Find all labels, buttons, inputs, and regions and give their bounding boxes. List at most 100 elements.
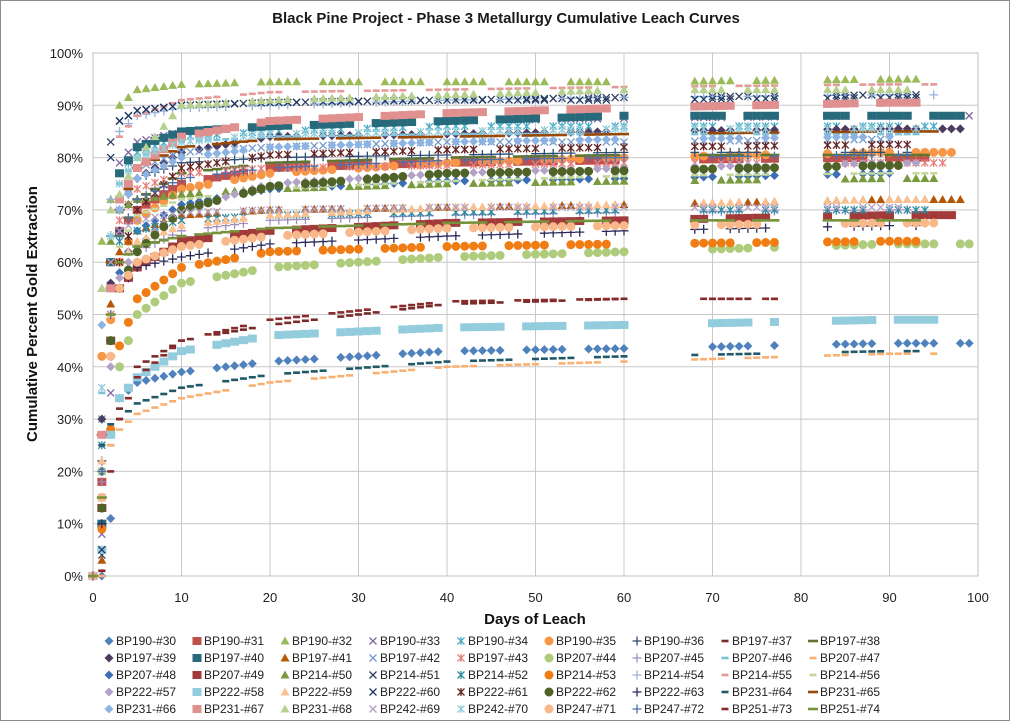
data-point [470,301,478,305]
data-point [840,174,850,183]
data-point [921,83,929,86]
data-point [318,237,328,247]
data-point [752,197,762,206]
data-point [211,231,222,235]
data-point [362,222,372,231]
data-point [584,203,593,212]
y-tick-label: 70% [57,203,83,218]
data-point [150,281,160,291]
legend-item: BP207-#45 [632,651,704,665]
data-point [301,370,309,374]
data-point [159,256,169,266]
data-point [708,85,717,94]
data-point [549,125,558,134]
data-point [212,169,222,179]
data-point [726,173,734,177]
legend-dash-icon [809,656,817,660]
data-point [397,222,408,226]
data-point [690,142,699,151]
data-point [602,175,610,178]
data-point [610,166,620,176]
data-point [326,225,337,228]
legend-item: BP214-#52 [457,668,528,682]
data-point [574,154,585,157]
legend-square-icon [192,688,202,696]
data-point [159,211,168,220]
data-point [468,134,479,138]
data-point [893,111,903,120]
data-point [708,102,717,111]
data-point [230,231,240,240]
data-point [274,205,283,214]
data-point [831,151,841,161]
data-point [583,133,594,136]
data-point [106,258,115,267]
data-point [212,256,222,266]
data-point [769,317,779,326]
data-point [327,149,336,158]
data-point [495,154,505,164]
data-point [266,150,274,159]
data-point [690,214,700,223]
data-point [372,182,380,186]
data-point [222,328,230,332]
data-point [477,178,487,187]
data-point [213,333,221,336]
data-point [390,370,398,373]
data-point [185,366,195,376]
data-point [293,315,301,319]
data-point [584,248,594,258]
legend-dash-icon [721,707,729,711]
data-point [539,345,549,355]
data-point [273,161,284,164]
data-point [345,258,355,268]
series-BP231-#66 [88,132,894,581]
data-point [123,189,133,199]
data-point [203,149,213,159]
data-point [831,169,841,179]
data-point [265,164,275,173]
series-BP231-#68 [88,85,912,580]
data-point [452,88,460,91]
data-point [946,194,956,203]
data-point [274,142,284,152]
data-point [743,91,753,101]
data-point [912,90,921,99]
data-point [610,200,620,209]
data-point [734,131,745,135]
data-point [867,174,877,183]
data-point [831,111,841,120]
data-point [690,220,700,230]
data-point [265,210,275,219]
data-point [531,136,540,146]
data-point [522,250,532,260]
data-point [124,124,132,128]
data-point [158,154,169,157]
series-BP242-#70 [89,124,921,580]
data-point [576,361,584,365]
data-point [876,236,886,246]
data-point [876,195,886,204]
data-point [602,125,611,134]
data-point [505,363,513,367]
data-point [496,203,505,212]
data-point [893,130,904,133]
data-point [725,214,735,223]
data-point [752,85,762,94]
data-point [691,132,699,136]
data-point [274,121,284,130]
x-tick-label: 60 [617,590,631,605]
data-point [769,237,779,247]
data-point [408,303,416,307]
data-point [275,135,283,138]
data-point [230,361,240,371]
data-point [291,137,302,141]
data-point [717,357,725,360]
series-BP222-#60 [89,93,921,580]
data-point [336,176,346,186]
data-point [611,93,620,102]
data-point [354,140,363,150]
data-point [425,361,433,365]
data-point [699,203,708,212]
legend-label: BP231-#65 [820,685,880,699]
